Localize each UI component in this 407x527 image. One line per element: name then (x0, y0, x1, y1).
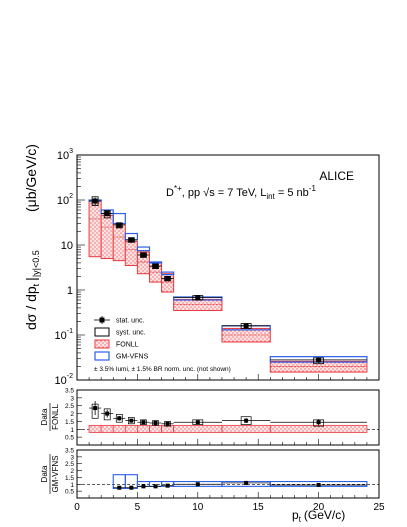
y-tick-label: 10 (61, 240, 73, 252)
data-point (116, 222, 122, 228)
gmvfns-band (112, 212, 126, 225)
legend-stat-marker (99, 317, 105, 323)
data-point (165, 276, 171, 282)
ratio-y-tick-label: 2 (70, 411, 74, 418)
ratio-fonll-band (100, 424, 114, 433)
data-point (316, 357, 322, 363)
ratio-gmvfns-point (244, 480, 249, 485)
ratio-gmvfns-point (165, 483, 170, 488)
ratio-y-tick-label: 3.5 (65, 388, 74, 395)
ratio-fonll-point (195, 420, 200, 425)
data-point (153, 263, 159, 269)
y-axis-units: (μb/GeV/c) (23, 144, 39, 212)
ratio-fonll-band (124, 424, 138, 433)
y-tick-label: 103 (57, 148, 73, 162)
y-tick-label: 102 (57, 193, 73, 207)
gmvfns-band (136, 246, 151, 252)
legend-label: GM-VFNS (116, 354, 149, 361)
ratio-fonll-point (244, 418, 249, 423)
experiment-label: ALICE (319, 169, 354, 183)
y-tick-label: 10-2 (55, 373, 74, 387)
ratio-y-tick-label: 0.5 (65, 435, 74, 442)
ratio-fonll-band (221, 424, 271, 433)
legend-gmvfns-box (94, 351, 110, 361)
legend-label: syst. unc. (116, 330, 146, 337)
ratio-fonll-label-den: FONLL (51, 404, 60, 430)
x-tick-label: 15 (253, 502, 265, 513)
ratio-y-tick-label: 1 (70, 482, 74, 489)
data-point (104, 211, 110, 217)
ratio-fonll-point (316, 420, 321, 425)
main-plot-frame (76, 154, 380, 381)
ratio-fonll-band (173, 424, 223, 433)
legend-label: stat. unc. (116, 318, 144, 325)
ratio-gmvfns-point (129, 485, 134, 490)
data-point (140, 252, 146, 258)
gmvfns-band (148, 261, 163, 264)
x-tick-label: 0 (74, 502, 80, 513)
ratio-fonll-frame (76, 389, 380, 446)
ratio-fonll-point (141, 420, 146, 425)
fonll-band (88, 199, 102, 258)
ratio-fonll-band (88, 424, 102, 433)
ratio-gmvfns-point (153, 484, 158, 489)
ratio-gmvfns-point (316, 482, 321, 487)
ratio-y-tick-label: 3.5 (65, 448, 74, 455)
legend-label: FONLL (116, 342, 139, 349)
x-tick-label: 20 (313, 502, 325, 513)
ratio-y-tick-label: 2 (70, 468, 74, 475)
ratio-y-tick-label: 3 (70, 454, 74, 461)
x-tick-label: 10 (192, 502, 204, 513)
data-point (243, 323, 249, 329)
ratio-fonll-point (153, 421, 158, 425)
ratio-y-tick-label: 0.5 (65, 489, 74, 496)
gmvfns-band (160, 271, 175, 276)
ratio-fonll-point (117, 416, 122, 421)
x-tick-label: 5 (135, 502, 141, 513)
legend-syst-box (94, 327, 110, 337)
x-axis-label: pt (GeV/c) (292, 508, 345, 524)
data-point (92, 198, 98, 204)
x-tick-label: 25 (373, 502, 385, 513)
fonll-band (100, 215, 114, 260)
ratio-y-tick-label: 2.5 (65, 461, 74, 468)
data-point (195, 295, 201, 301)
ratio-fonll-band (149, 424, 162, 433)
ratio-gmvfns-point (117, 485, 122, 490)
ratio-fonll-band (136, 424, 150, 433)
y-tick-label: 10-1 (55, 328, 74, 342)
ratio-gmvfns-frame (76, 449, 380, 499)
fonll-band (173, 298, 223, 312)
data-point (128, 237, 134, 243)
legend-fonll-box (94, 339, 110, 349)
syst-box (103, 210, 111, 219)
ratio-gmvfns-label-num: Data (40, 465, 49, 482)
ratio-gmvfns-point (195, 482, 200, 487)
fonll-band (112, 223, 126, 262)
ratio-y-tick-label: 1 (70, 427, 74, 434)
ratio-y-tick-label: 1.5 (65, 419, 74, 426)
chart-title: D*+, pp √s = 7 TeV, Lint = 5 nb-1 (166, 184, 316, 201)
ratio-fonll-label-num: Data (40, 408, 49, 425)
ratio-gmvfns-label-den: GM-VFNS (51, 456, 60, 493)
ratio-fonll-point (105, 411, 110, 416)
legend: stat. unc. syst. unc. FONLL GM-VFNS (94, 316, 149, 361)
ratio-fonll-point (165, 421, 170, 426)
ratio-fonll-point (93, 406, 98, 411)
ratio-fonll-band (112, 424, 126, 433)
ratio-y-tick-label: 1.5 (65, 475, 74, 482)
ratio-y-tick-label: 2.5 (65, 403, 74, 410)
y-tick-label: 1 (67, 285, 73, 297)
y-axis-label: dσ / dpt||y|<0.5 (23, 250, 41, 330)
norm-note: ± 3.5% lumi, ± 1.5% BR norm. unc. (not s… (94, 366, 231, 373)
ratio-gmvfns-point (141, 484, 146, 489)
ratio-y-tick-label: 3 (70, 395, 74, 402)
fonll-band (124, 240, 138, 267)
ratio-fonll-syst-box (103, 408, 111, 421)
ratio-fonll-point (129, 418, 134, 423)
